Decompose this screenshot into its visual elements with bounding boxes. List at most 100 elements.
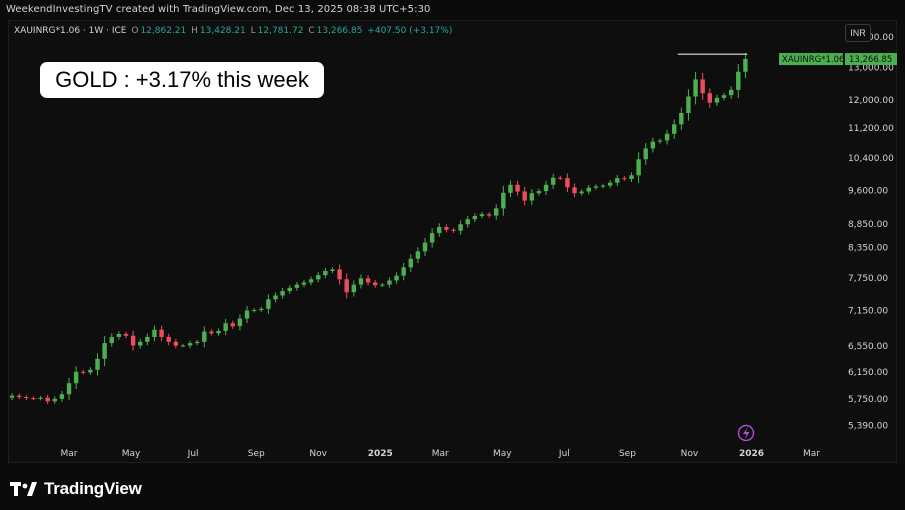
x-tick-label: Sep: [248, 449, 265, 459]
candle-body: [657, 140, 663, 142]
tradingview-logo[interactable]: TradingView: [10, 478, 142, 500]
candle-body: [721, 95, 727, 98]
candle-body: [259, 308, 264, 310]
x-tick-label: Mar: [803, 449, 820, 459]
candle-body: [73, 371, 79, 384]
y-tick-label: 8,350.00: [848, 243, 888, 253]
candle-body: [465, 219, 470, 225]
candle-body: [422, 242, 428, 252]
y-tick-label: 6,150.00: [848, 368, 888, 378]
candle-body: [593, 186, 599, 188]
candle-body: [408, 258, 413, 268]
candle-body: [664, 133, 670, 141]
candle-body: [323, 270, 328, 276]
candle-body: [344, 279, 349, 293]
candle-body: [251, 309, 257, 311]
candle-body: [444, 226, 449, 230]
candle-body: [9, 395, 15, 398]
candle-body: [166, 336, 171, 342]
candle-body: [650, 141, 656, 149]
candle-body: [515, 184, 520, 192]
candle-body: [38, 397, 43, 399]
candle-body: [358, 278, 364, 285]
symbol-tag: [779, 53, 843, 66]
symbol-label[interactable]: XAUINRG*1.06 · 1W · ICE: [14, 26, 127, 36]
candle-body: [437, 226, 442, 234]
candle-body: [629, 175, 634, 179]
currency-button[interactable]: INR: [845, 24, 871, 42]
candle-body: [522, 191, 527, 201]
candle-body: [736, 71, 741, 90]
open-label: O: [131, 26, 139, 36]
close-label: C: [308, 26, 315, 36]
candle-body: [472, 216, 478, 220]
x-tick-label: Nov: [309, 449, 327, 459]
candle-body: [700, 79, 705, 94]
candle-body: [294, 284, 300, 288]
candle-body: [287, 287, 292, 292]
candle-body: [95, 358, 100, 370]
price-tag: [845, 53, 897, 66]
low-value: 12,781.72: [257, 26, 304, 36]
candle-body: [109, 336, 114, 344]
x-tick-label: 2025: [368, 449, 393, 459]
candle-body: [52, 398, 57, 402]
close-value: 13,266.85: [316, 26, 363, 36]
candle-body: [728, 89, 734, 96]
candle-body: [102, 343, 107, 359]
candle-body: [88, 369, 93, 373]
open-value: 12,862.21: [140, 26, 187, 36]
candle-body: [415, 251, 421, 259]
candle-body: [152, 329, 157, 337]
y-tick-label: 7,150.00: [848, 307, 888, 317]
candle-body: [31, 398, 36, 400]
candle-body: [180, 345, 186, 347]
candle-body: [130, 335, 136, 346]
candle-body: [24, 397, 29, 399]
x-tick-label: Jul: [558, 449, 570, 459]
y-tick-label: 11,200.00: [848, 124, 894, 134]
low-label: L: [250, 26, 256, 36]
candle-body: [607, 182, 613, 186]
candle-body: [679, 112, 684, 125]
top-bar: WeekendInvestingTV created with TradingV…: [0, 0, 905, 20]
candle-body: [686, 96, 691, 113]
x-tick-label: 2026: [739, 449, 764, 459]
candle-body: [572, 187, 577, 194]
candle-body: [123, 333, 129, 336]
y-tick-label: 9,600.00: [848, 187, 888, 197]
candle-body: [216, 330, 221, 334]
candle-body: [223, 323, 228, 331]
candle-body: [672, 124, 677, 134]
candle-body: [266, 299, 271, 309]
candle-body: [636, 159, 641, 176]
candle-body: [529, 193, 535, 201]
candle-body: [494, 208, 499, 216]
lightning-bolt: [743, 427, 750, 439]
x-tick-label: Nov: [681, 449, 699, 459]
candle-body: [138, 341, 143, 346]
x-tick-label: Mar: [432, 449, 449, 459]
candle-body: [372, 282, 378, 286]
candle-body: [194, 341, 200, 344]
candle-body: [308, 279, 314, 283]
candle-body: [615, 178, 620, 183]
candle-body: [508, 184, 513, 193]
high-value: 13,428.21: [199, 26, 246, 36]
tradingview-brand: TradingView: [44, 479, 142, 498]
candle-body: [565, 178, 570, 188]
y-tick-label: 10,400.00: [848, 154, 894, 164]
x-tick-label: Jul: [187, 449, 199, 459]
lightning-icon: [737, 424, 755, 442]
candle-body: [273, 295, 278, 300]
candle-body: [714, 97, 720, 103]
x-tick-label: May: [493, 449, 512, 459]
symbol-tag-label: XAUINRG*1.06: [782, 55, 844, 65]
y-tick-label: 13,000.00: [848, 63, 894, 73]
candle-body: [16, 395, 22, 398]
candle-body: [237, 318, 243, 327]
candle-body: [209, 331, 214, 334]
x-tick-label: May: [122, 449, 141, 459]
ohlc-legend: XAUINRG*1.06 · 1W · ICE O 12,862.21 H 13,4…: [14, 26, 454, 36]
